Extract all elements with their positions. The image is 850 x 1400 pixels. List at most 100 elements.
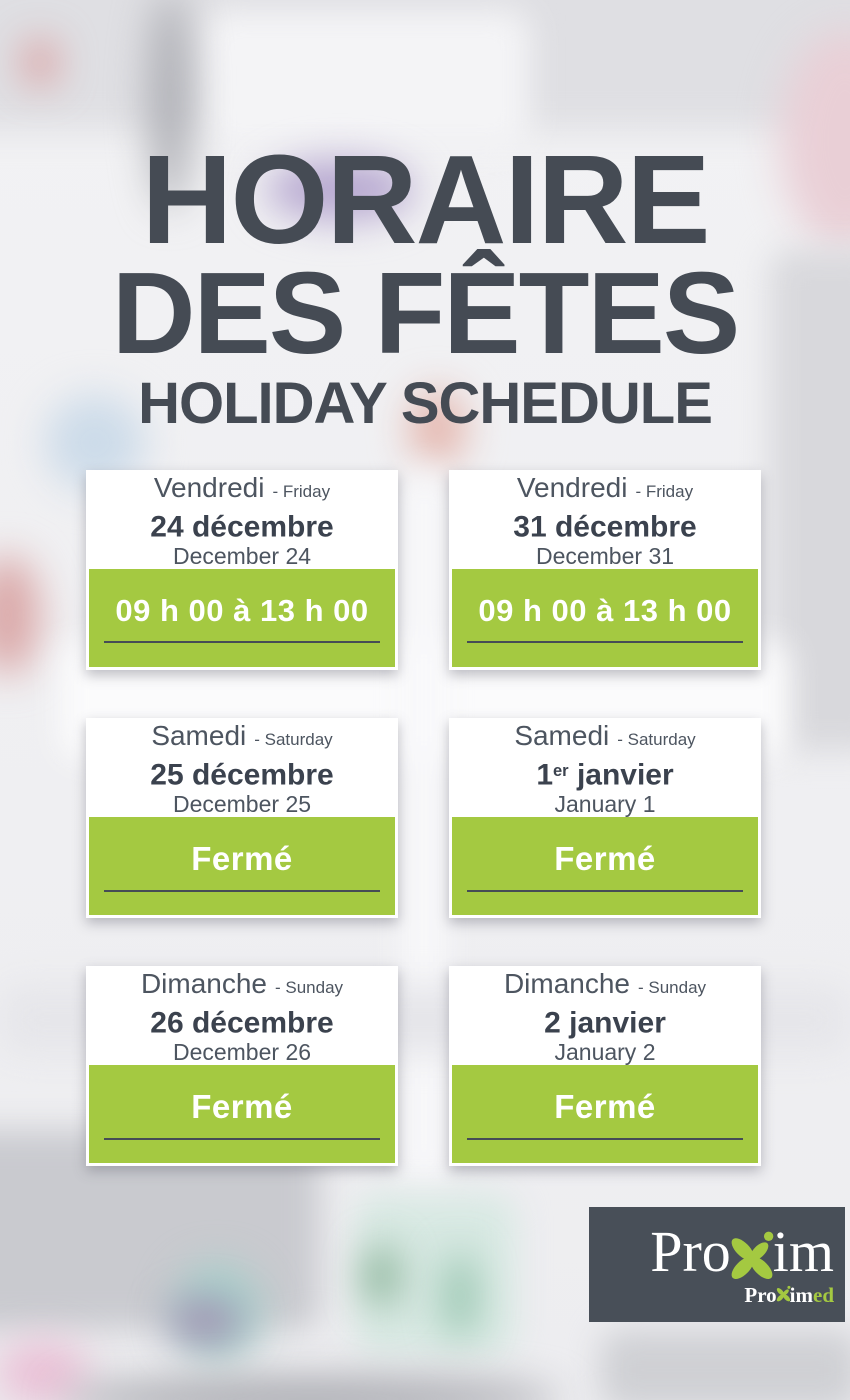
card-day: Vendredi - Friday	[154, 473, 330, 507]
card-status: 09 h 00 à 13 h 00	[89, 569, 395, 667]
card-date-french: 24 décembre	[150, 507, 333, 543]
day-french: Samedi	[151, 720, 247, 751]
card-january-1: Samedi - Saturday 1er janvier January 1 …	[449, 718, 761, 918]
sub-brand-pre: Pro	[744, 1283, 777, 1307]
card-day: Dimanche - Sunday	[504, 969, 706, 1003]
card-date-french: 1er janvier	[536, 755, 673, 791]
card-day: Vendredi - Friday	[517, 473, 693, 507]
day-english: - Saturday	[617, 730, 696, 749]
bg-blob	[25, 40, 55, 85]
card-date-french: 2 janvier	[544, 1003, 666, 1039]
card-info: Vendredi - Friday 31 décembre December 3…	[452, 473, 758, 570]
day-english: - Friday	[272, 482, 331, 501]
card-info: Dimanche - Sunday 2 janvier January 2	[452, 969, 758, 1066]
card-date-english: December 24	[172, 543, 312, 570]
date-number: 24	[150, 510, 184, 544]
status-label: 09 h 00 à 13 h 00	[478, 593, 732, 629]
status-underline	[104, 641, 380, 644]
date-month: décembre	[546, 510, 697, 544]
proximed-logo: Pro im ed	[744, 1284, 834, 1306]
bg-blob	[200, 10, 530, 150]
card-status: Fermé	[452, 817, 758, 915]
card-december-24: Vendredi - Friday 24 décembre December 2…	[86, 470, 398, 670]
poster-title: HORAIRE DES FÊTES HOLIDAY SCHEDULE	[0, 129, 850, 436]
bg-blob	[0, 1340, 90, 1400]
day-english: - Saturday	[254, 730, 333, 749]
proxim-logo-box: Pro im Pro	[589, 1207, 845, 1322]
card-date-english: January 1	[554, 791, 656, 818]
card-status: Fermé	[89, 817, 395, 915]
day-english: - Friday	[635, 482, 694, 501]
proxim-leaf-x-icon	[731, 1231, 774, 1280]
status-underline	[467, 1138, 743, 1141]
card-day: Samedi - Saturday	[151, 721, 332, 755]
card-info: Vendredi - Friday 24 décembre December 2…	[89, 473, 395, 570]
date-month: décembre	[183, 510, 334, 544]
day-french: Samedi	[514, 720, 610, 751]
brand-text-pre: Pro	[650, 1219, 731, 1284]
card-date-english: December 25	[172, 791, 312, 818]
card-date-english: December 26	[172, 1039, 312, 1066]
sub-brand-suffix: ed	[813, 1283, 834, 1307]
date-number: 31	[513, 510, 547, 544]
day-french: Dimanche	[503, 968, 630, 999]
card-day: Samedi - Saturday	[514, 721, 695, 755]
card-info: Samedi - Saturday 1er janvier January 1	[452, 721, 758, 818]
status-label: Fermé	[191, 840, 293, 878]
card-day: Dimanche - Sunday	[141, 969, 343, 1003]
bg-blob	[600, 1330, 850, 1400]
schedule-grid: Vendredi - Friday 24 décembre December 2…	[86, 470, 761, 1166]
card-date-english: January 2	[554, 1039, 656, 1066]
title-line-holiday-schedule: HOLIDAY SCHEDULE	[138, 371, 713, 436]
bg-blob	[410, 390, 465, 465]
brand-text-post: im	[772, 1219, 834, 1284]
bg-blob	[0, 555, 40, 675]
day-english: - Sunday	[275, 978, 344, 997]
card-info: Samedi - Saturday 25 décembre December 2…	[89, 721, 395, 818]
status-underline	[467, 890, 743, 893]
status-label: Fermé	[191, 1088, 293, 1126]
card-december-26: Dimanche - Sunday 26 décembre December 2…	[86, 966, 398, 1166]
date-number: 1	[536, 758, 553, 792]
date-month: décembre	[183, 758, 334, 792]
title-line-horaire: HORAIRE	[141, 129, 710, 270]
card-status: 09 h 00 à 13 h 00	[452, 569, 758, 667]
bg-blob	[445, 1252, 475, 1340]
card-status: Fermé	[89, 1065, 395, 1163]
sub-brand-mid: im	[789, 1283, 813, 1307]
card-january-2: Dimanche - Sunday 2 janvier January 2 Fe…	[449, 966, 761, 1166]
status-label: 09 h 00 à 13 h 00	[115, 593, 369, 629]
status-label: Fermé	[554, 840, 656, 878]
card-december-31: Vendredi - Friday 31 décembre December 3…	[449, 470, 761, 670]
status-underline	[104, 890, 380, 893]
date-month: janvier	[568, 758, 674, 792]
bg-blob	[365, 1245, 397, 1307]
card-info: Dimanche - Sunday 26 décembre December 2…	[89, 969, 395, 1066]
day-english: - Sunday	[638, 978, 707, 997]
day-french: Dimanche	[140, 968, 267, 999]
status-underline	[467, 641, 743, 644]
bg-blob	[402, 470, 446, 1190]
status-label: Fermé	[554, 1088, 656, 1126]
day-french: Vendredi	[153, 472, 265, 503]
proxim-logo: Pro im	[650, 1223, 834, 1281]
date-month: janvier	[560, 1006, 666, 1040]
proxim-leaf-x-icon	[776, 1285, 791, 1302]
date-month: décembre	[183, 1006, 334, 1040]
bg-blob	[265, 160, 415, 220]
bg-blob	[60, 1378, 560, 1400]
card-date-french: 26 décembre	[150, 1003, 333, 1039]
card-date-french: 31 décembre	[513, 507, 696, 543]
bg-blob	[168, 1298, 243, 1343]
status-underline	[104, 1138, 380, 1141]
date-number: 25	[150, 758, 184, 792]
title-line-des-fetes: DES FÊTES	[111, 248, 741, 378]
date-number: 26	[150, 1006, 184, 1040]
day-french: Vendredi	[516, 472, 628, 503]
date-number: 2	[544, 1006, 561, 1040]
card-december-25: Samedi - Saturday 25 décembre December 2…	[86, 718, 398, 918]
card-status: Fermé	[452, 1065, 758, 1163]
date-ordinal: er	[553, 762, 569, 780]
card-date-french: 25 décembre	[150, 755, 333, 791]
